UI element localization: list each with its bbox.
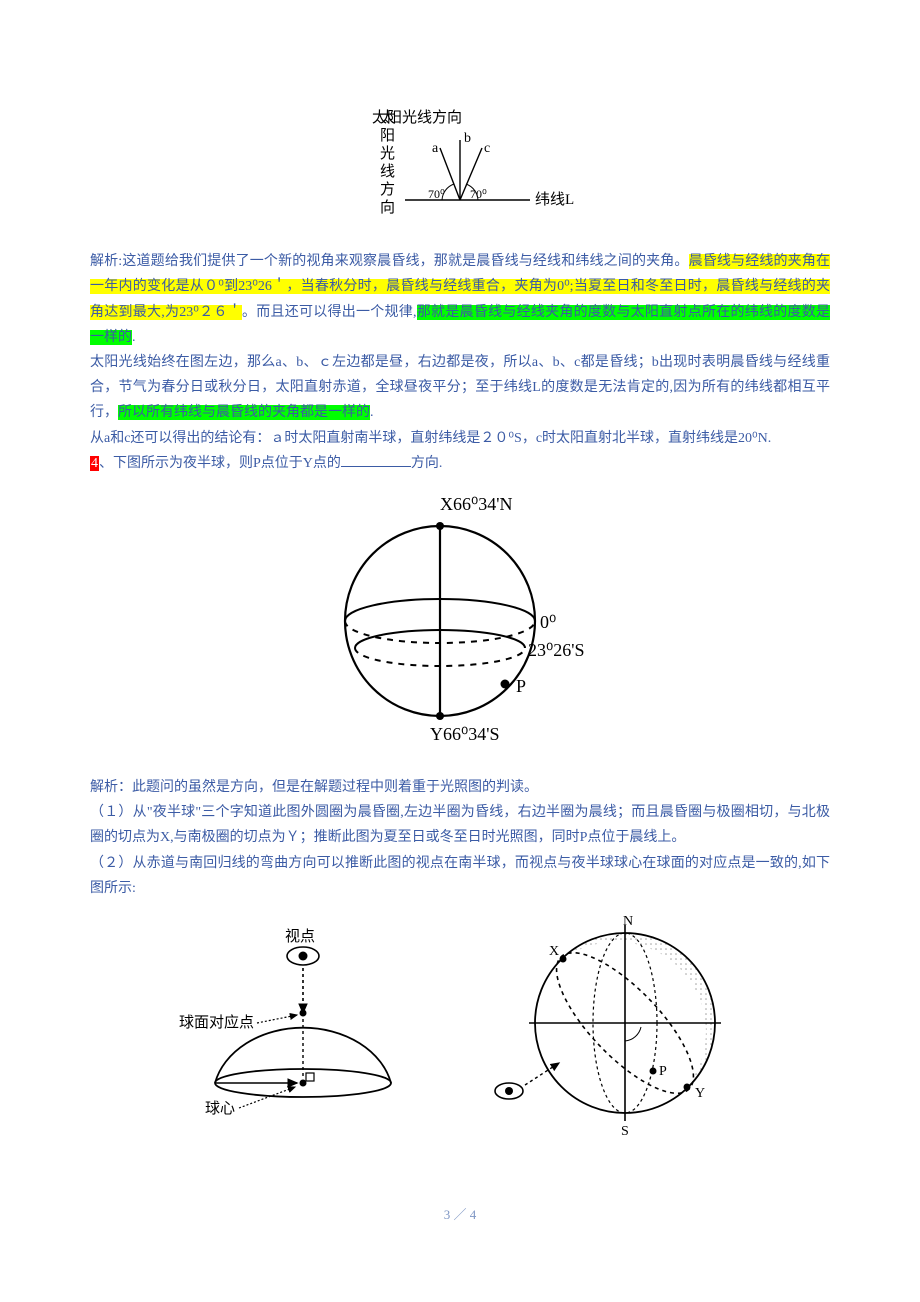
figure-globe: X66⁰34'N 0⁰ 23⁰26'S P Y66⁰34'S [90,486,830,765]
fig4-angle-arc [625,1027,641,1041]
para-6: （１）从"夜半球"三个字知道此图外圆圈为晨昏圈,左边半圈为昏线，右边半圈为晨线；… [90,800,830,850]
p1a: 解析:这道题给我们提供了一个新的视角来观察晨昏线，那就是晨昏线与经线和纬线之间的… [90,254,689,269]
fig2-tropic-label: 23⁰26'S [528,640,584,660]
p2b: 所以所有纬线与晨昏线的夹角都是一样的 [118,405,370,420]
fig3-surf-dot [300,1010,307,1017]
question-4: 4、下图所示为夜半球，则P点位于Y点的 方向. [90,451,830,476]
q4a: 、下图所示为夜半球，则P点位于Y点的 [99,456,341,471]
footer-page: 3 [444,1207,451,1222]
fig1-label-c: c [484,141,490,156]
fig1-v5: 方 [380,181,395,198]
figure-sunray-diagram: 太阳光线方向 太 阳 光 线 方 向 a b c 70⁰ 70⁰ 纬线L [90,100,830,239]
fig1-v4: 线 [380,163,395,180]
fig2-dot-top [436,522,444,530]
para-1: 解析:这道题给我们提供了一个新的视角来观察晨昏线，那就是晨昏线与经线和纬线之间的… [90,249,830,350]
fig4-N: N [623,914,633,929]
fig4-y-dot [684,1084,691,1091]
fig4-P: P [659,1064,667,1079]
fig1-svg: 太阳光线方向 太 阳 光 线 方 向 a b c 70⁰ 70⁰ 纬线L [330,100,590,230]
q4-blank [341,452,411,467]
fig2-svg: X66⁰34'N 0⁰ 23⁰26'S P Y66⁰34'S [310,486,610,756]
fig1-ang-left: 70⁰ [428,187,445,201]
fig2-p-dot [501,679,510,688]
figure-row: 视点 球面对应点 球心 N S X Y P [90,913,830,1143]
fig4-eye-pupil [505,1087,513,1095]
fig1-axis-label: 纬线L [535,191,574,208]
p1e: . [132,330,136,345]
fig4-p-dot [650,1068,657,1075]
footer-sep: ／ [453,1207,466,1222]
fig3-rightangle [306,1073,314,1081]
p2c: . [370,405,374,420]
para-3: 从a和c还可以得出的结论有：ａ时太阳直射南半球，直射纬线是２０⁰S，c时太阳直射… [90,426,830,451]
para-2: 太阳光线始终在图左边，那么a、b、ｃ左边都是昼，右边都是夜，所以a、b、c都是昏… [90,350,830,426]
page-footer: 3 ／ 4 [90,1203,830,1226]
fig3-surf-label: 球面对应点 [179,1013,254,1031]
fig1-label-b: b [464,131,471,146]
fig1-v2: 阳 [380,127,395,144]
para-5: 解析：此题问的虽然是方向，但是在解题过程中则着重于光照图的判读。 [90,775,830,800]
fig3-svg: 视点 球面对应点 球心 [175,923,425,1133]
q4b: 方向. [411,456,443,471]
fig3-leader1 [257,1015,297,1023]
para-7: （２）从赤道与南回归线的弯曲方向可以推断此图的视点在南半球，而视点与夜半球球心在… [90,851,830,901]
fig3-eye-label: 视点 [285,928,315,945]
fig1-label-a: a [432,141,439,156]
fig4-x-dot [560,956,567,963]
p1c: 。而且还可以得出一个规律, [242,305,417,320]
fig2-p-label: P [516,676,526,696]
fig4-S: S [621,1124,629,1139]
fig2-bottom: Y66⁰34'S [430,724,499,744]
fig1-v3: 光 [380,145,395,162]
footer-total: 4 [470,1207,477,1222]
fig4-Y: Y [695,1086,705,1101]
fig3-center-label: 球心 [205,1100,235,1117]
fig4-svg: N S X Y P [485,913,745,1143]
fig4-X: X [549,944,559,959]
fig1-v1: 太 [380,109,395,126]
fig1-v6: 向 [380,199,395,216]
fig2-top: X66⁰34'N [440,494,512,514]
q4-badge: 4 [90,456,99,471]
fig3-eye-pupil [299,952,308,961]
fig1-ang-right: 70⁰ [470,187,487,201]
p3: 从a和c还可以得出的结论有：ａ时太阳直射南半球，直射纬线是２０⁰S，c时太阳直射… [90,431,771,446]
fig2-dot-bottom [436,712,444,720]
fig4-eye-arrow [525,1063,559,1085]
fig2-zero: 0⁰ [540,612,556,632]
